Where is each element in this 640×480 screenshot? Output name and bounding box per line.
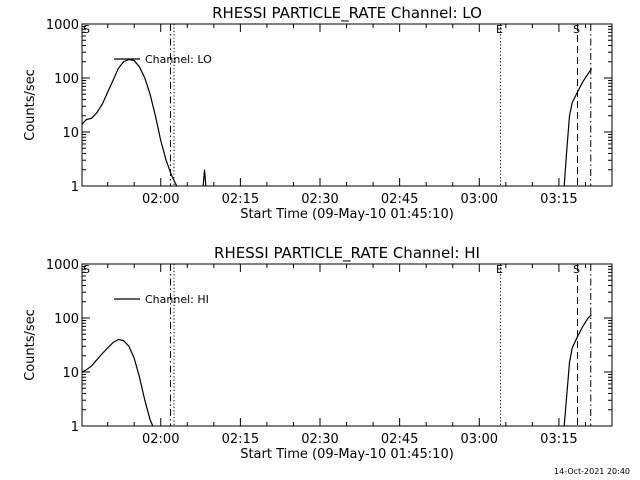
y-tick-label: 10 (62, 366, 79, 381)
panel-lo: RHESSI PARTICLE_RATE Channel: LO 1 10 100 10… (23, 4, 613, 222)
series-line (563, 68, 593, 187)
legend-label: Channel: LO (145, 53, 212, 66)
y-tick-label: 1000 (46, 18, 79, 33)
x-tick-label: 03:15 (540, 432, 577, 447)
corner-label: S (83, 263, 90, 276)
y-tick-label: 10 (62, 126, 79, 141)
y-tick-label: 100 (54, 72, 79, 87)
x-axis-label: Start Time (09-May-10 01:45:10) (240, 447, 454, 462)
panel-hi: RHESSI PARTICLE_RATE Channel: HI 1 10 100 10… (23, 244, 613, 462)
x-tick-label: 02:45 (381, 432, 418, 447)
series-line (81, 58, 178, 187)
chart-title: RHESSI PARTICLE_RATE Channel: HI (214, 244, 480, 263)
chart-title: RHESSI PARTICLE_RATE Channel: LO (212, 4, 482, 23)
legend-label: Channel: HI (145, 293, 209, 306)
x-axis-label: Start Time (09-May-10 01:45:10) (240, 207, 454, 222)
series-line (202, 169, 207, 187)
x-tick-label: 03:15 (540, 192, 577, 207)
y-tick-label: 1000 (46, 258, 79, 273)
plot-frame (81, 263, 613, 427)
series-line (563, 314, 593, 427)
event-marker-label: E (496, 23, 503, 36)
event-marker-label: S (573, 263, 580, 276)
y-axis-label: Counts/sec (23, 309, 38, 381)
footer-timestamp: 14-Oct-2021 20:40 (554, 467, 630, 476)
corner-label: S (83, 23, 90, 36)
x-tick-label: 03:00 (461, 432, 498, 447)
event-marker-label: E (496, 263, 503, 276)
series-line (81, 338, 154, 427)
plot-frame (81, 23, 613, 187)
y-tick-label: 100 (54, 312, 79, 327)
x-tick-label: 02:15 (222, 432, 259, 447)
x-tick-label: 02:45 (381, 192, 418, 207)
event-marker-label: S (573, 23, 580, 36)
x-tick-label: 03:00 (461, 192, 498, 207)
x-tick-label: 02:00 (142, 432, 179, 447)
y-tick-label: 1 (71, 420, 79, 435)
y-tick-label: 1 (71, 180, 79, 195)
x-tick-label: 02:30 (301, 192, 338, 207)
y-axis-label: Counts/sec (23, 69, 38, 141)
x-tick-label: 02:15 (222, 192, 259, 207)
x-tick-label: 02:00 (142, 192, 179, 207)
x-tick-label: 02:30 (301, 432, 338, 447)
